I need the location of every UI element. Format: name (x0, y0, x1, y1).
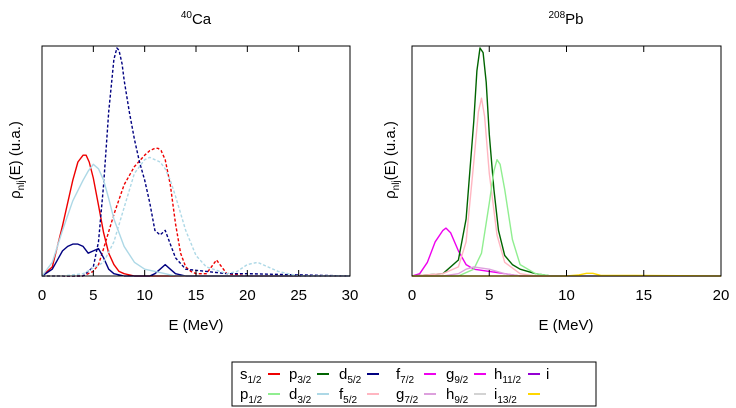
legend-label-sub: 13/2 (497, 395, 517, 406)
ca40-xtick-label: 5 (89, 287, 97, 304)
legend-label-i: i (546, 366, 549, 383)
legend-label-letter: i (546, 366, 549, 383)
legend-label-sub: 7/2 (400, 375, 414, 386)
legend-label-i13-2: i13/2 (494, 386, 517, 406)
ca40-xtick-label: 20 (239, 287, 256, 304)
legend-label-h11-2: h11/2 (494, 366, 522, 386)
ca40-xtick-label: 10 (136, 287, 153, 304)
legend-label-letter: d (289, 386, 297, 403)
legend-label-d5-2: d5/2 (339, 366, 362, 386)
legend-label-sub: 11/2 (502, 375, 521, 386)
ca40-panel: 40Ca ρnlj(E) (u.a.) E (MeV) 0 5 10 15 20 25 30 (7, 10, 358, 334)
pb208-series-g9-2 (411, 227, 721, 277)
ca40-ylabel-sub: nlj (16, 180, 27, 190)
ca40-ylabel: ρnlj(E) (u.a.) (7, 121, 27, 199)
legend-label-letter: g (446, 366, 454, 383)
ca40-series-d5-2 (41, 243, 350, 277)
legend-label-h9-2: h9/2 (446, 386, 469, 406)
pb208-xtick-label: 20 (713, 287, 730, 304)
pb208-title-element: Pb (565, 11, 583, 28)
legend-label-letter: f (339, 386, 344, 403)
legend-label-letter: i (494, 386, 497, 403)
ca40-xtick-label: 0 (38, 287, 46, 304)
pb208-ylabel-sub: nlj (391, 180, 402, 190)
legend-label-letter: g (396, 386, 404, 403)
legend-label-letter: d (339, 366, 347, 383)
legend: s1/2 p3/2 d5/2 f7/2 g9/2 h11/2 ip1/2 d3/2 f5/2 g7… (231, 361, 597, 407)
legend-label-sub: 9/2 (454, 395, 468, 406)
ca40-xtick-label: 25 (290, 287, 307, 304)
pb208-ylabel: ρnlj(E) (u.a.) (382, 121, 402, 199)
pb208-xtick-label: 0 (408, 287, 416, 304)
legend-label-letter: p (289, 366, 297, 383)
pb208-series-g7-2 (411, 97, 721, 277)
legend-label-sub: 5/2 (347, 375, 361, 386)
pb208-title: 208Pb (548, 10, 583, 28)
ca40-plot-area: 0 5 10 15 20 25 30 (38, 45, 359, 304)
pb208-xlabel: E (MeV) (538, 317, 593, 334)
legend-label-sub: 9/2 (454, 375, 468, 386)
legend-box (231, 361, 597, 407)
legend-label-s1-2: s1/2 (240, 366, 262, 386)
legend-label-letter: p (240, 386, 248, 403)
ca40-series-p1-2 (42, 147, 350, 277)
legend-label-f5-2: f5/2 (339, 386, 358, 406)
ca40-series-f5-2 (42, 156, 350, 277)
pb208-ylabel-rho: ρ (382, 190, 399, 199)
legend-label-d3-2: d3/2 (289, 386, 312, 406)
ca40-title-mass: 40 (181, 10, 193, 21)
ca40-title: 40Ca (181, 10, 212, 28)
legend-label-letter: h (494, 366, 502, 383)
ca40-ylabel-rho: ρ (7, 190, 24, 199)
pb208-xtick-label: 15 (635, 287, 652, 304)
ca40-title-element: Ca (192, 11, 212, 28)
pb208-xtick-label: 5 (485, 287, 493, 304)
legend-label-sub: 7/2 (404, 395, 418, 406)
pb208-series-p3-2 (411, 47, 721, 277)
pb208-title-mass: 208 (548, 10, 565, 21)
legend-label-sub: 5/2 (343, 395, 357, 406)
legend-items: s1/2 p3/2 d5/2 f7/2 g9/2 h11/2 ip1/2 d3/2 f5/2 g7… (240, 366, 549, 406)
ca40-xtick-label: 15 (188, 287, 205, 304)
legend-label-letter: h (446, 386, 454, 403)
legend-label-p1-2: p1/2 (240, 386, 263, 406)
legend-label-sub: 3/2 (297, 395, 311, 406)
pb208-series-h9-2 (412, 266, 721, 277)
ca40-series-f7-2 (41, 163, 350, 277)
legend-label-f7-2: f7/2 (396, 366, 415, 386)
legend-label-sub: 3/2 (297, 375, 311, 386)
pb208-ylabel-tail: (E) (u.a.) (382, 121, 399, 180)
legend-label-g7-2: g7/2 (396, 386, 419, 406)
legend-label-g9-2: g9/2 (446, 366, 469, 386)
ca40-xtick-label: 30 (342, 287, 359, 304)
ca40-ylabel-tail: (E) (u.a.) (7, 121, 24, 180)
legend-label-sub: 1/2 (248, 375, 262, 386)
pb208-frame (411, 45, 722, 277)
legend-label-sub: 1/2 (248, 395, 262, 406)
ca40-series-d3-2 (42, 47, 351, 277)
pb208-xtick-label: 10 (558, 287, 575, 304)
ca40-xlabel: E (MeV) (168, 317, 223, 334)
ca40-series-s1-2 (41, 154, 350, 277)
legend-label-letter: f (396, 366, 401, 383)
legend-label-p3-2: p3/2 (289, 366, 312, 386)
pb208-panel: 208Pb ρnlj(E) (u.a.) E (MeV) 0 5 10 15 20 (382, 10, 729, 334)
legend-label-letter: s (240, 366, 248, 383)
pb208-plot-area: 0 5 10 15 20 (408, 45, 730, 304)
